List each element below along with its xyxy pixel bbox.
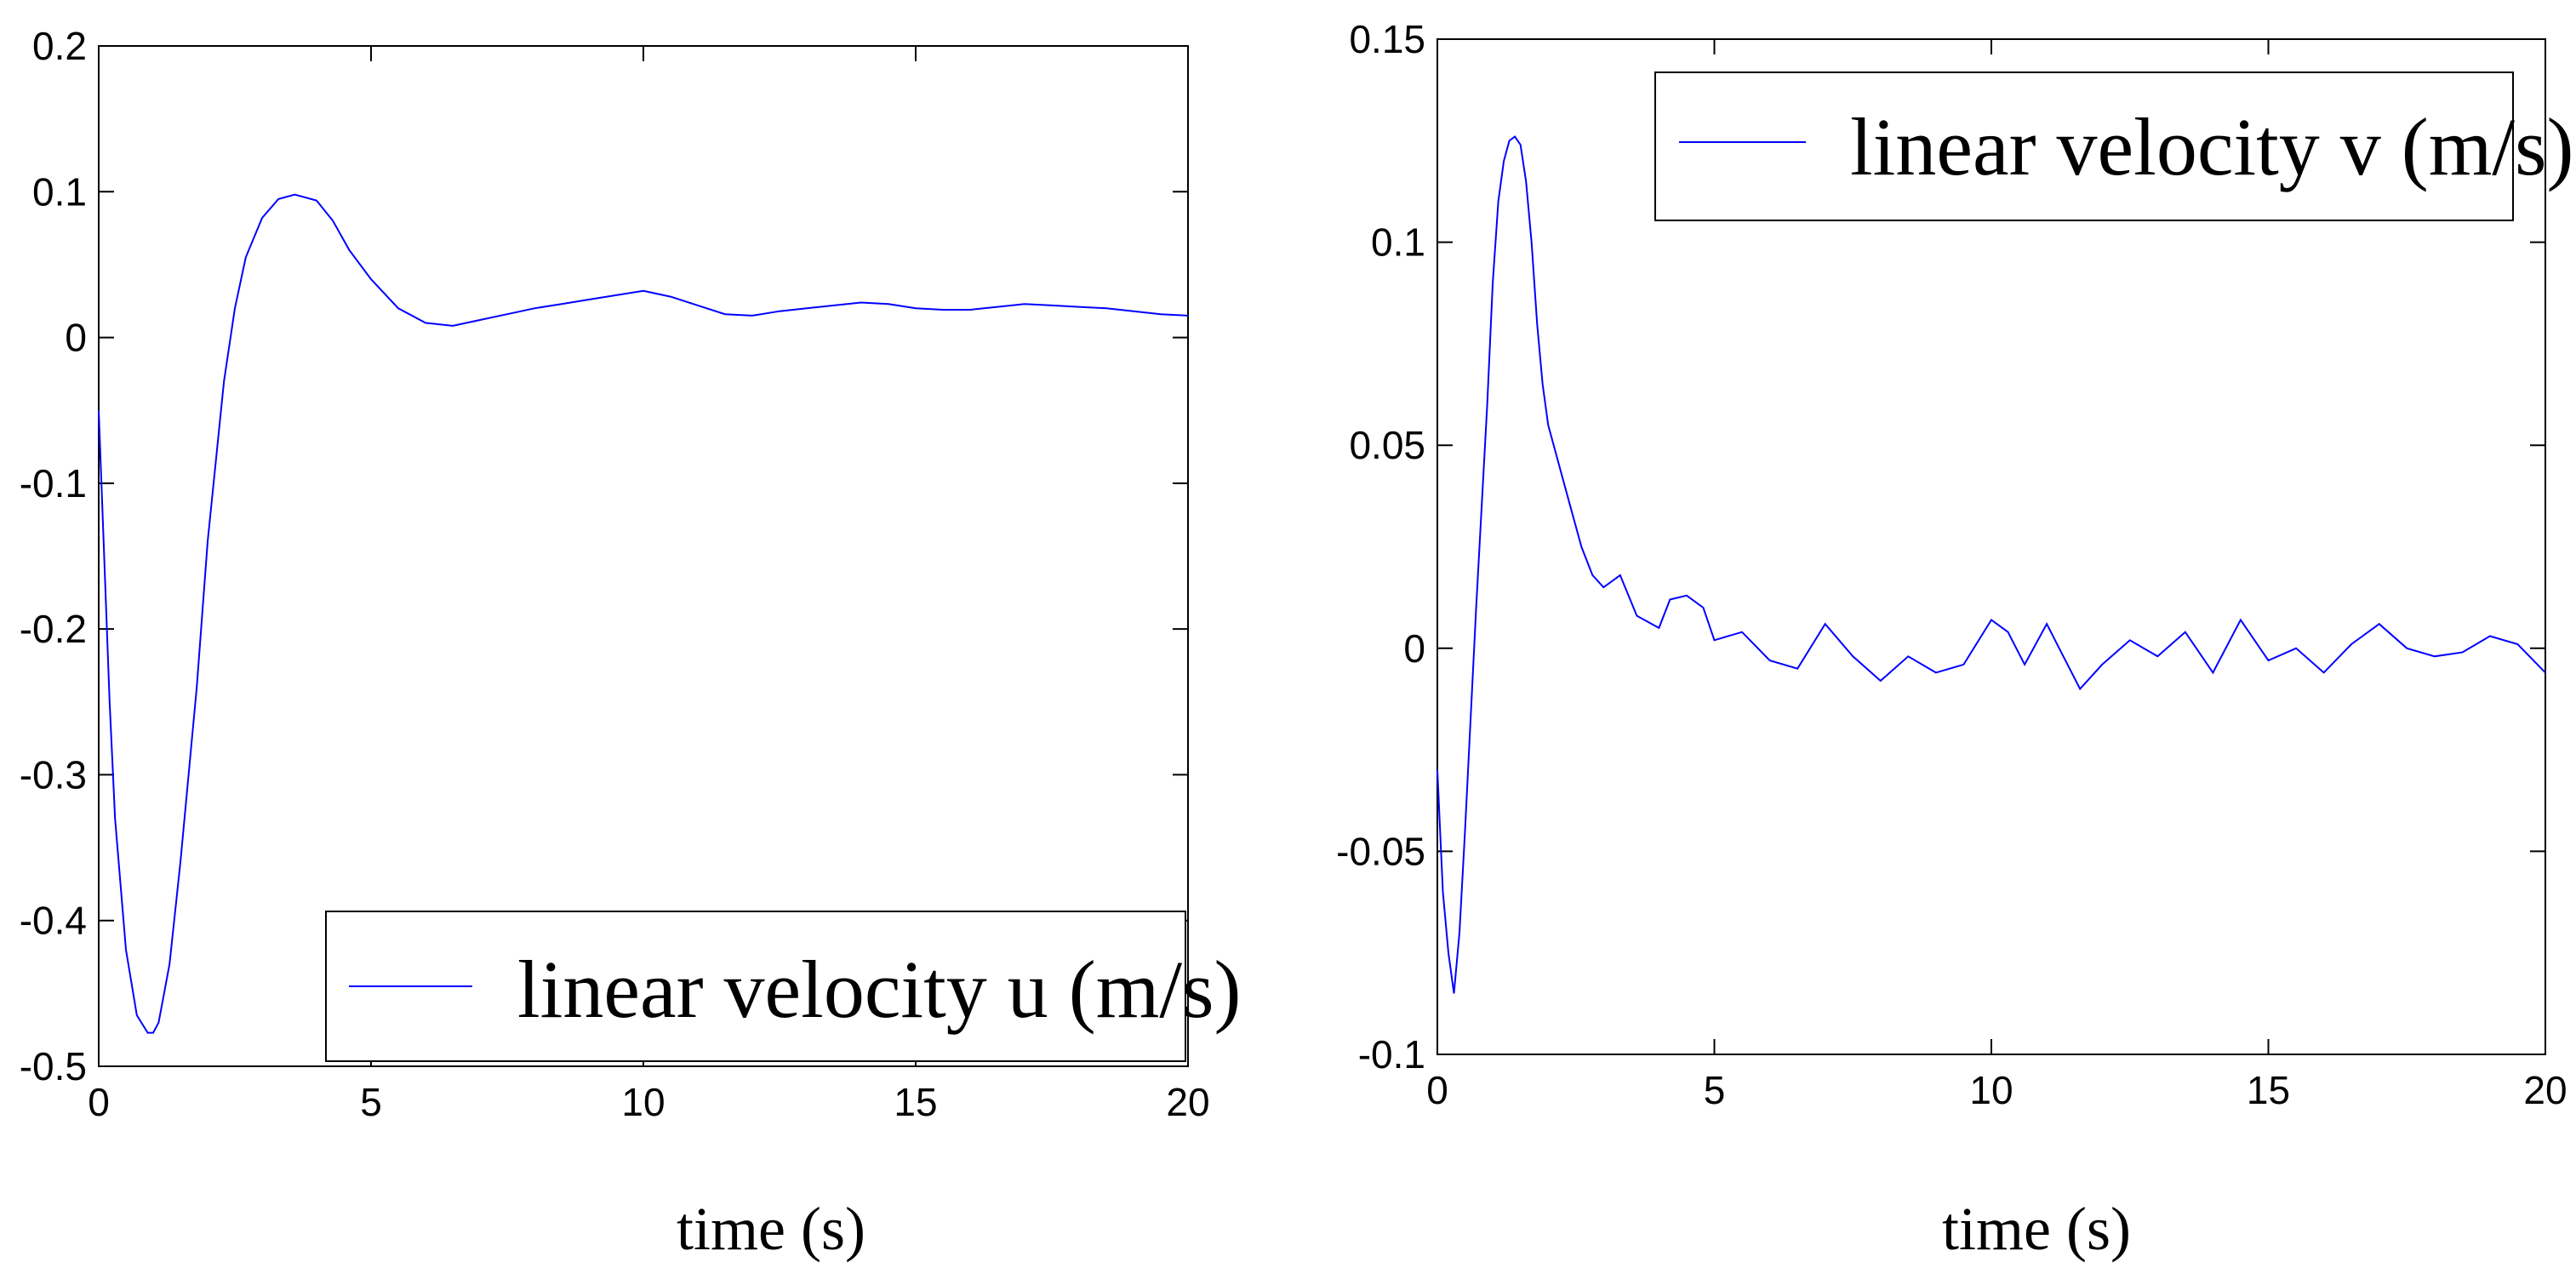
chart-left-axes-frame xyxy=(98,45,1189,1067)
chart-left-xlabel: time (s) xyxy=(677,1195,865,1263)
chart-right-xtick-label: 10 xyxy=(1969,1068,2013,1112)
chart-right-legend-box xyxy=(1654,71,2514,221)
chart-right: 0 5 10 15 20 -0.1 -0.05 0 0.05 0.1 0.15 linear vel… xyxy=(1336,17,2573,1263)
chart-left-ytick-label: -0.3 xyxy=(20,752,87,797)
chart-left-xtick-label: 15 xyxy=(894,1080,937,1124)
chart-right-xlabel: time (s) xyxy=(1942,1195,2131,1263)
chart-right-legend-label: linear velocity v (m/s) xyxy=(1850,101,2573,192)
chart-left-xtick-label: 5 xyxy=(360,1080,382,1124)
chart-left-xtick-label: 20 xyxy=(1166,1080,1209,1124)
chart-left-ytick-label: -0.4 xyxy=(20,899,87,943)
chart-right-ytick-label: 0 xyxy=(1403,626,1425,671)
chart-left-ytick-label: -0.5 xyxy=(20,1044,87,1088)
chart-right-xtick-label: 5 xyxy=(1704,1068,1726,1112)
chart-right-ticks xyxy=(1437,38,2546,1055)
chart-right-xtick-label: 20 xyxy=(2523,1068,2567,1112)
chart-left-ytick-label: -0.2 xyxy=(20,607,87,651)
chart-left-ytick-label: -0.1 xyxy=(20,461,87,505)
chart-right-xtick-label: 0 xyxy=(1426,1068,1448,1112)
chart-left-xtick-label: 10 xyxy=(621,1080,665,1124)
chart-right-legend: linear velocity v (m/s) xyxy=(1654,71,2573,221)
chart-left-xtick-label: 0 xyxy=(88,1080,110,1124)
chart-left-tick-labels: 0 5 10 15 20 -0.5 -0.4 -0.3 -0.2 -0.1 0 0.1 0.2 xyxy=(20,24,1210,1124)
chart-right-ytick-label: 0.15 xyxy=(1349,17,1425,61)
chart-left: 0 5 10 15 20 -0.5 -0.4 -0.3 -0.2 -0.1 0 0.1 0.2 line… xyxy=(20,24,1242,1263)
chart-right-xtick-label: 15 xyxy=(2247,1068,2290,1112)
chart-right-ytick-label: 0.05 xyxy=(1349,423,1425,467)
chart-left-series-line xyxy=(98,193,1189,1034)
chart-right-series-line xyxy=(1437,135,2546,994)
chart-left-ytick-label: 0.1 xyxy=(32,169,87,214)
chart-left-ytick-label: 0 xyxy=(65,316,87,360)
chart-left-legend-label: linear velocity u (m/s) xyxy=(517,944,1241,1035)
chart-left-legend: linear velocity u (m/s) xyxy=(325,911,1241,1062)
chart-right-ytick-label: 0.1 xyxy=(1371,220,1425,265)
chart-right-tick-labels: 0 5 10 15 20 -0.1 -0.05 0 0.05 0.1 0.15 xyxy=(1336,17,2567,1112)
chart-right-ytick-label: -0.05 xyxy=(1336,829,1425,873)
chart-right-ytick-label: -0.1 xyxy=(1358,1032,1425,1077)
chart-left-ytick-label: 0.2 xyxy=(32,24,87,68)
